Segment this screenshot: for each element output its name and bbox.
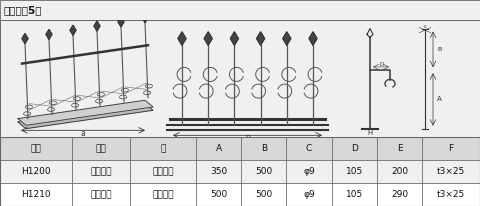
Bar — [422, 183, 480, 206]
Text: H1210: H1210 — [21, 190, 51, 199]
Text: B: B — [261, 144, 267, 153]
Text: 105: 105 — [346, 167, 363, 176]
Bar — [241, 160, 287, 183]
Text: 350: 350 — [210, 167, 227, 176]
Text: φ9: φ9 — [303, 167, 315, 176]
Bar — [72, 160, 130, 183]
Bar — [241, 137, 287, 160]
Text: c: c — [423, 24, 427, 29]
Text: φ9: φ9 — [303, 190, 315, 199]
Text: C: C — [306, 144, 312, 153]
Bar — [287, 183, 332, 206]
Text: t3×25: t3×25 — [437, 167, 465, 176]
Text: A: A — [216, 144, 222, 153]
Bar — [130, 137, 196, 160]
Bar — [0, 160, 72, 183]
Polygon shape — [230, 32, 239, 45]
Bar — [241, 183, 287, 206]
Text: B: B — [245, 135, 250, 144]
Bar — [130, 183, 196, 206]
Text: 色: 色 — [160, 144, 166, 153]
Bar — [130, 160, 196, 183]
Text: a: a — [81, 129, 85, 138]
Text: H: H — [367, 130, 372, 136]
Text: 200: 200 — [391, 167, 408, 176]
Bar — [377, 183, 422, 206]
Polygon shape — [142, 13, 148, 23]
Text: シルバー: シルバー — [152, 190, 174, 199]
Text: D: D — [380, 62, 384, 67]
Text: スチール: スチール — [90, 190, 112, 199]
Text: 材質: 材質 — [96, 144, 107, 153]
Text: 500: 500 — [255, 167, 273, 176]
Polygon shape — [18, 100, 153, 125]
Bar — [287, 160, 332, 183]
Polygon shape — [204, 32, 212, 45]
Bar — [422, 137, 480, 160]
Text: 290: 290 — [391, 190, 408, 199]
Text: F: F — [448, 144, 454, 153]
Polygon shape — [70, 25, 76, 35]
Bar — [287, 137, 332, 160]
Text: 500: 500 — [255, 190, 273, 199]
Bar — [72, 137, 130, 160]
Text: E: E — [397, 144, 402, 153]
Bar — [377, 137, 422, 160]
Polygon shape — [118, 17, 124, 27]
Text: D: D — [351, 144, 358, 153]
Polygon shape — [283, 32, 291, 45]
Bar — [332, 160, 377, 183]
Polygon shape — [18, 104, 153, 129]
Text: 忍び返し5型: 忍び返し5型 — [4, 5, 42, 15]
Text: スチール: スチール — [90, 167, 112, 176]
Polygon shape — [309, 32, 317, 45]
Bar — [196, 183, 241, 206]
Text: シルバー: シルバー — [152, 167, 174, 176]
Polygon shape — [94, 21, 100, 31]
Bar — [377, 160, 422, 183]
Text: 105: 105 — [346, 190, 363, 199]
Polygon shape — [22, 34, 28, 43]
Polygon shape — [257, 32, 264, 45]
Bar — [196, 160, 241, 183]
Text: 品番: 品番 — [31, 144, 41, 153]
Bar — [422, 160, 480, 183]
Text: 500: 500 — [210, 190, 227, 199]
Bar — [332, 137, 377, 160]
Bar — [0, 137, 72, 160]
Text: A: A — [437, 96, 442, 102]
Text: t3×25: t3×25 — [437, 190, 465, 199]
Bar — [72, 183, 130, 206]
Text: B: B — [437, 47, 441, 52]
Text: H1200: H1200 — [21, 167, 51, 176]
Bar — [332, 183, 377, 206]
Polygon shape — [46, 29, 52, 39]
Bar — [196, 137, 241, 160]
Polygon shape — [178, 32, 186, 45]
Bar — [0, 183, 72, 206]
